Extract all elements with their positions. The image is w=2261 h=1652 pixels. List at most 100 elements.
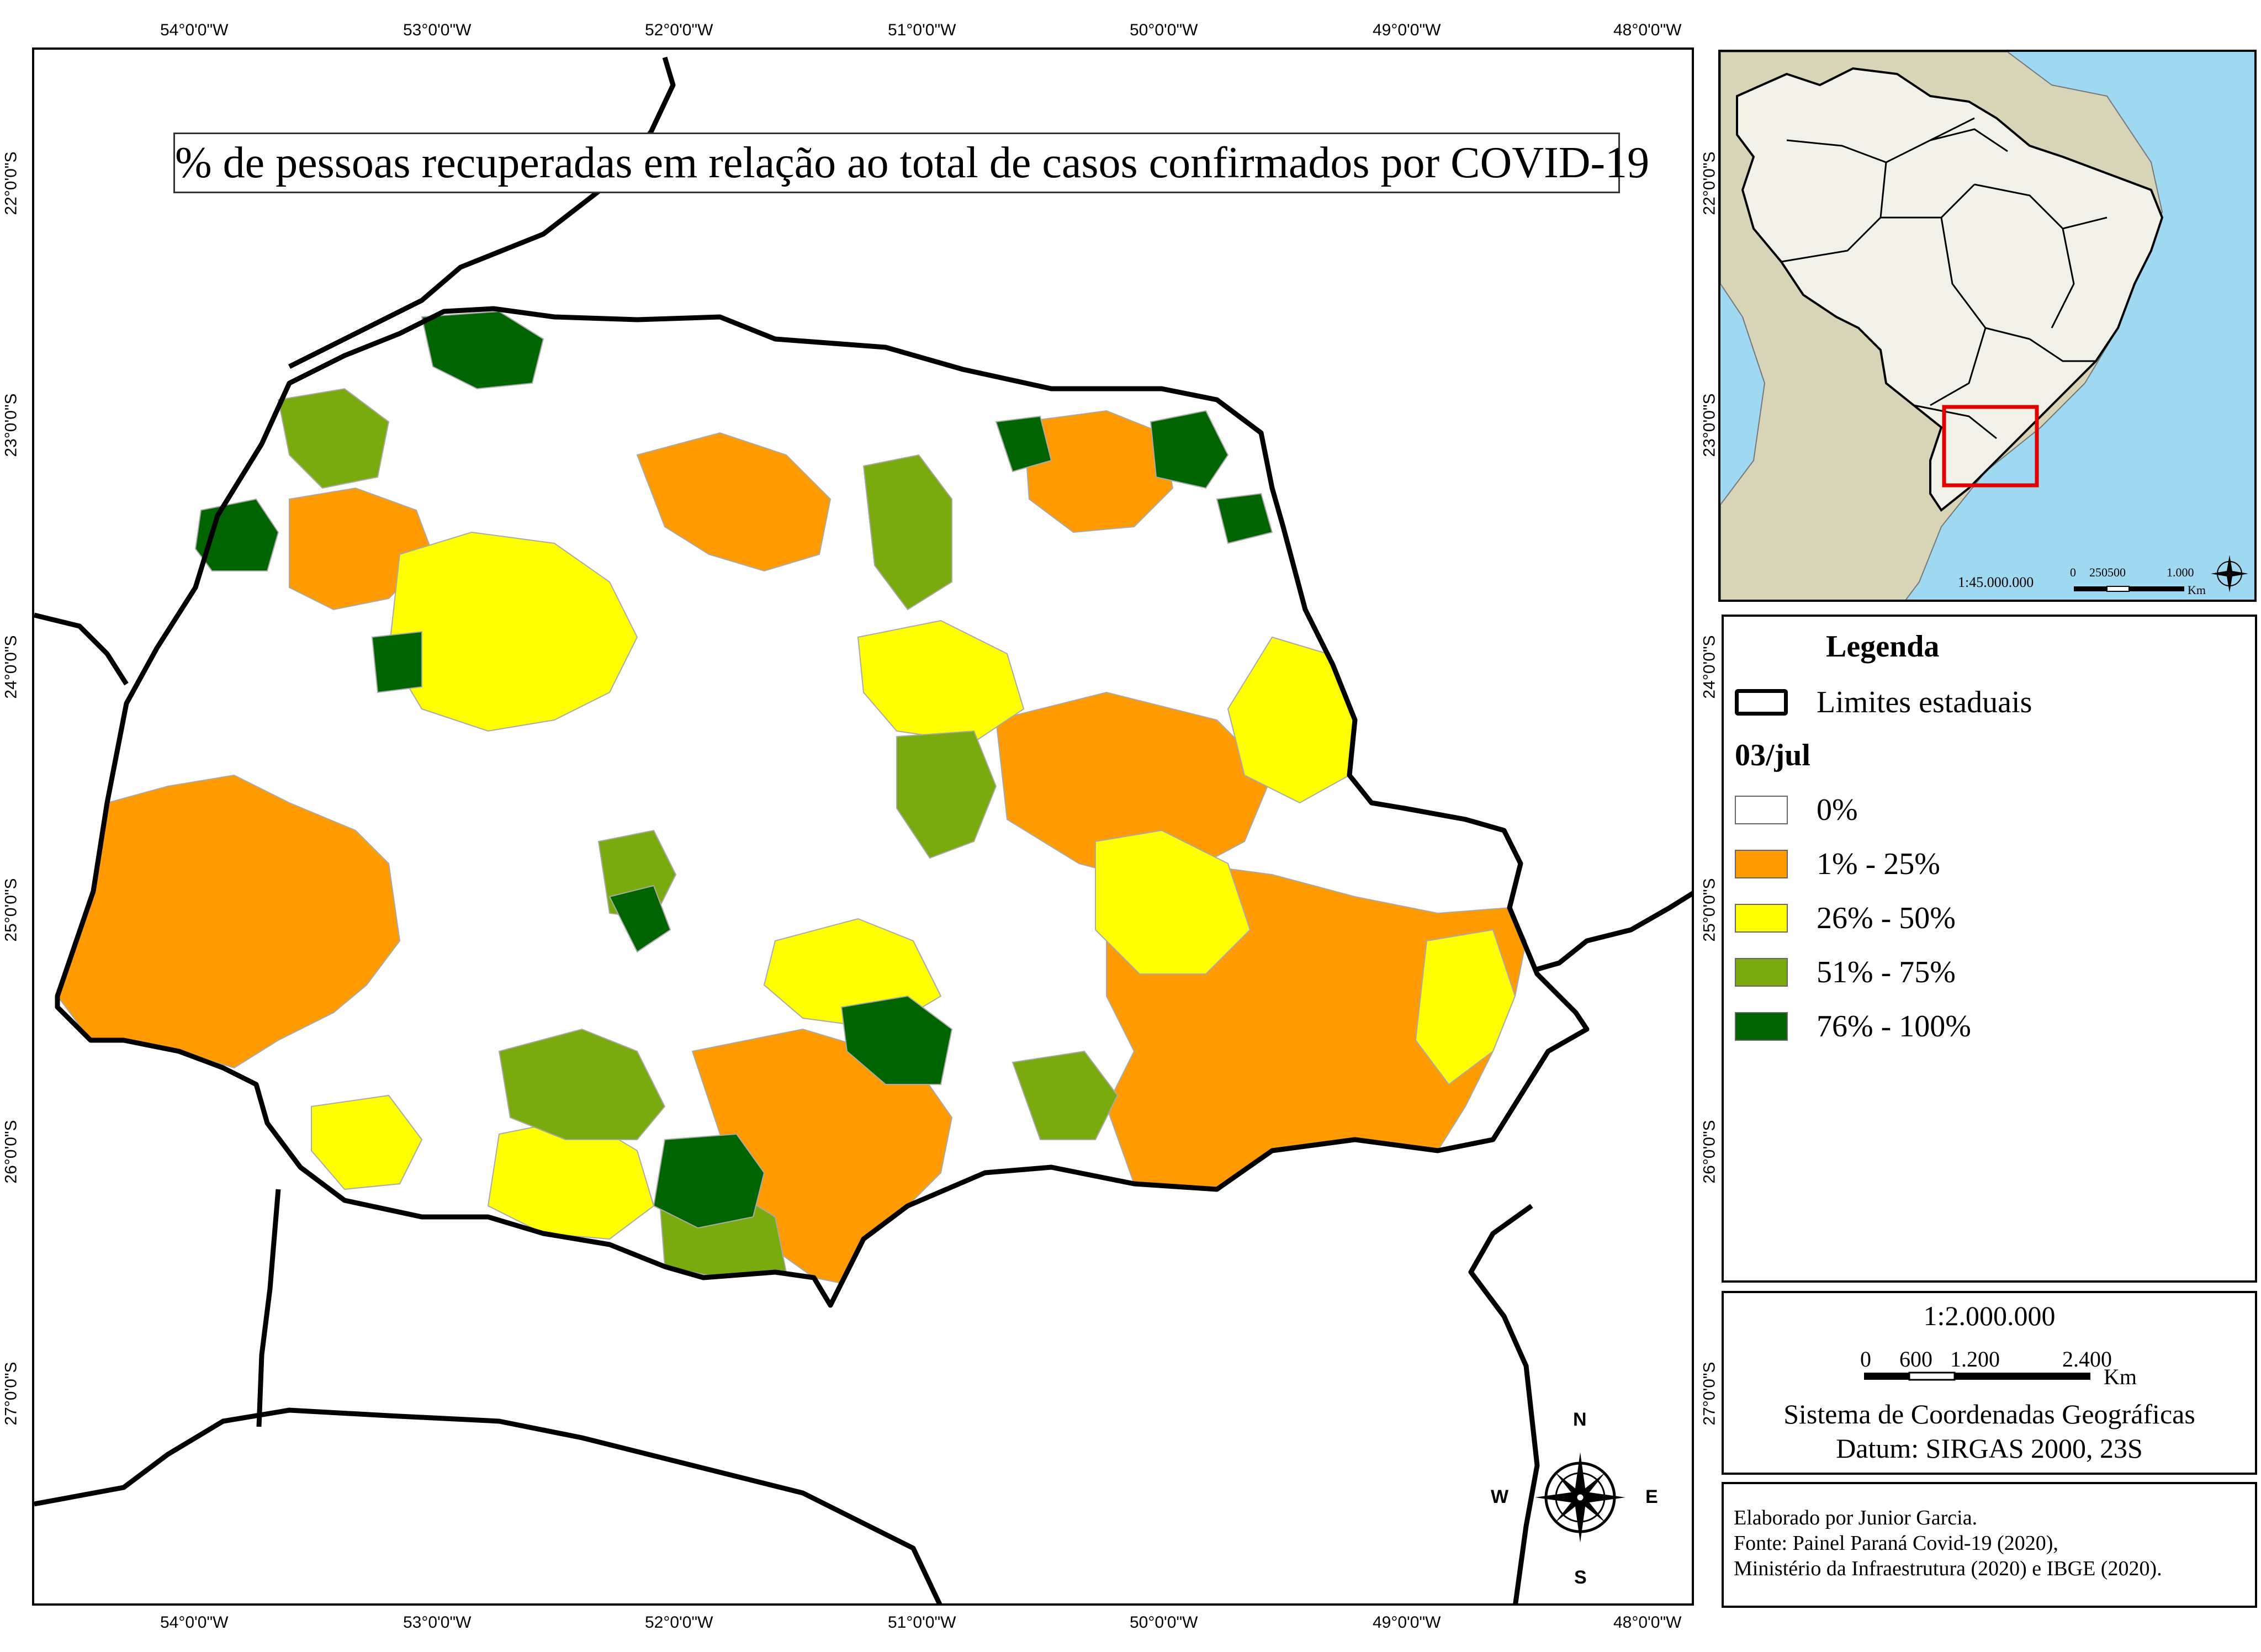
region-yellow-southwest [311,1094,423,1190]
lat-tick-right-22: 22°0'0"S [1700,151,1719,215]
region-darkgreen-center [608,885,671,953]
region-orange-center-east [995,691,1273,887]
lat-tick-left-26: 26°0'0"S [2,1120,20,1184]
brazil-state-lines [1781,117,2108,440]
state-line-6 [2029,338,2096,362]
lon-tick-bottom-53: 53°0'0"W [403,1613,472,1632]
inset-scale-unit: Km [2188,583,2206,597]
legend-class-label-3: 51% - 75% [1817,955,1956,989]
scale-label-1: 600 [1899,1347,1932,1372]
legend-swatch-2 [1735,904,1788,933]
legend-class-2: 26% - 50% [1735,901,1956,935]
crs-line-2: Datum: SIRGAS 2000, 23S [1836,1433,2143,1464]
lat-tick-left-24: 24°0'0"S [2,635,20,699]
region-green-west [277,388,390,489]
legend-class-label-4: 76% - 100% [1817,1009,1971,1044]
region-green-south [498,1028,666,1140]
lon-tick-bottom-49: 49°0'0"W [1373,1613,1441,1632]
region-darkgreen-southcenter [653,1133,765,1229]
lat-tick-left-22: 22°0'0"S [2,151,20,215]
credits-text: Elaborado por Junior Garcia. Fonte: Pain… [1734,1505,2162,1581]
scale-label-2: 1.200 [1950,1347,2000,1372]
crs-line-1: Sistema de Coordenadas Geográficas [1783,1399,2195,1429]
region-green-center [896,730,997,859]
border-sp-coast [1519,891,1692,977]
lon-tick-bottom-52: 52°0'0"W [645,1613,713,1632]
inset-scale-label-0: 0 [2070,565,2076,579]
state-line-10 [1913,404,1997,440]
region-yellow-north-center [388,531,638,732]
region-yellow-mid [857,620,1025,743]
lat-tick-right-23: 23°0'0"S [1700,393,1719,457]
lat-tick-left-23: 23°0'0"S [2,393,20,457]
compass-rose: N S E W [1491,1409,1658,1588]
scale-ratio: 1:2.000.000 [1923,1300,2056,1331]
legend-title: Legenda [1826,629,1940,664]
lat-tick-right-25: 25°0'0"S [1700,878,1719,942]
state-line-8 [1886,117,1975,163]
region-darkgreen-west [371,631,422,693]
region-darkgreen-mid-north [995,415,1052,473]
legend-boundary-swatch [1735,689,1788,716]
legend-swatch-3 [1735,958,1788,987]
map-title: % de pessoas recuperadas em relação ao t… [173,133,1649,193]
border-west [34,612,129,686]
legend-class-3: 51% - 75% [1735,955,1956,989]
lon-tick-bottom-51: 51°0'0"W [888,1613,956,1632]
border-rs [34,1407,942,1603]
state-line-9 [2051,228,2075,329]
compass-east-label: E [1645,1486,1658,1507]
compass-west-label: W [1491,1486,1509,1507]
lat-tick-right-24: 24°0'0"S [1700,635,1719,699]
inset-map-frame: 1:45.000.000 0 250500 1.000 Km [1718,50,2257,602]
lat-tick-right-26: 26°0'0"S [1700,1120,1719,1184]
lon-tick-top-49: 49°0'0"W [1373,21,1441,39]
legend-class-label-1: 1% - 25% [1817,847,1940,881]
inset-scale-label-1: 250500 [2089,565,2126,579]
scale-bar [1864,1372,2090,1381]
inset-scalebar [2074,586,2184,592]
lat-tick-right-27: 27°0'0"S [1700,1362,1719,1426]
legend-boundary-row: Limites estaduais [1735,685,2032,719]
legend-class-4: 76% - 100% [1735,1009,1971,1044]
parana-state-boundary [55,306,1590,1308]
credits-line-3: Ministério da Infraestrutura (2020) e IB… [1734,1557,2162,1580]
legend-panel: Legenda Limites estaduais 03/jul 0% 1% -… [1722,615,2257,1283]
state-line-2 [1786,139,1887,218]
state-line-3 [1940,217,2030,340]
credits-line-1: Elaborado por Junior Garcia. [1734,1506,1978,1529]
region-green-southeast [1012,1050,1119,1140]
legend-class-label-2: 26% - 50% [1817,901,1956,935]
state-line-7 [1930,128,2008,152]
inset-compass-icon [2211,555,2248,592]
region-darkgreen-east [1216,493,1273,544]
south-america-inset [1720,52,2248,600]
scale-label-3: 2.400 [2062,1347,2112,1372]
lon-tick-bottom-48: 48°0'0"W [1613,1613,1682,1632]
legend-boundary-label: Limites estaduais [1817,685,2032,719]
parana-map [34,56,1692,1603]
lon-tick-top-54: 54°0'0"W [160,21,229,39]
border-sp-ms-north [288,56,676,369]
region-orange-northeast [1023,410,1174,533]
state-line-4 [1974,183,2108,230]
state-line-5 [1930,327,1987,406]
region-yellow-southeast [1415,929,1516,1086]
legend-class-label-0: 0% [1817,793,1858,827]
compass-south-label: S [1574,1567,1587,1588]
lon-tick-top-52: 52°0'0"W [645,21,713,39]
scale-label-0: 0 [1860,1347,1871,1372]
neighbor-state-borders [34,56,1692,1603]
region-yellow-eastcenter [1095,829,1251,975]
credits-line-2: Fonte: Painel Paraná Covid-19 (2020), [1734,1532,2058,1555]
region-green-north [862,454,952,611]
credits-panel: Elaborado por Junior Garcia. Fonte: Pain… [1722,1482,2257,1608]
region-orange-north [636,432,832,572]
legend-class-1: 1% - 25% [1735,847,1940,881]
lat-tick-left-25: 25°0'0"S [2,878,20,942]
compass-north-label: N [1573,1409,1587,1430]
brazil-land [1736,67,2164,512]
scale-unit: Km [2104,1364,2137,1389]
legend-swatch-0 [1735,796,1788,824]
border-sc-west [256,1189,281,1427]
